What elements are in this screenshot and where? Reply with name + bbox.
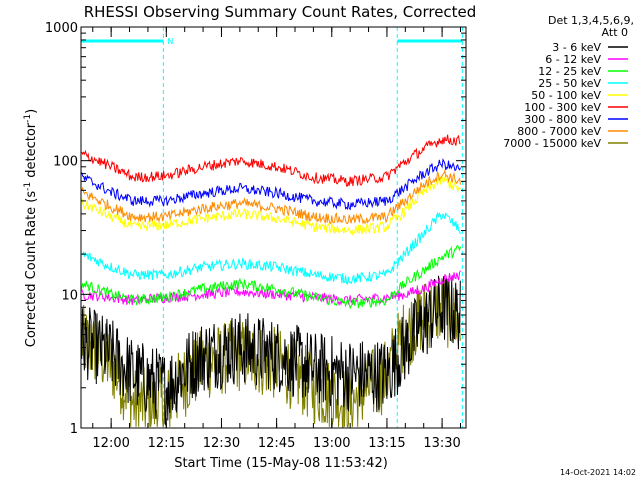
series-line-0 (81, 275, 461, 427)
y-tick-label-3: 1000 (45, 21, 78, 36)
footer-date: 14-Oct-2021 14:02 (560, 468, 636, 477)
y-tick-label-0: 1 (70, 422, 78, 437)
series-line-6 (81, 158, 461, 211)
plot-frame (80, 26, 467, 429)
chart-title: RHESSI Observing Summary Count Rates, Co… (84, 3, 477, 21)
legend-label-6: 300 - 800 keV (524, 113, 601, 126)
y-axis-label-exp2: -1 (23, 114, 33, 123)
legend-header-2: Att 0 (602, 26, 628, 39)
legend-label-2: 12 - 25 keV (538, 65, 601, 78)
legend-label-0: 3 - 6 keV (552, 41, 601, 54)
y-axis-label-mid: detector (24, 122, 39, 182)
series-line-3 (81, 211, 461, 285)
series-line-7 (81, 168, 461, 226)
x-tick-label-5: 13:15 (368, 436, 405, 451)
legend-label-7: 800 - 7000 keV (517, 125, 601, 138)
legend-label-5: 100 - 300 keV (524, 101, 601, 114)
legend-label-3: 25 - 50 keV (538, 77, 601, 90)
legend-label-8: 7000 - 15000 keV (503, 137, 601, 150)
y-axis-label-main: Corrected Count Rate (s (24, 191, 39, 348)
x-tick-label-1: 12:15 (148, 436, 185, 451)
y-tick-label-1: 10 (61, 288, 78, 303)
legend-label-1: 6 - 12 keV (545, 53, 601, 66)
axis-ticks: 1 10 100 1000 12:00 12:15 12:30 12:45 13:00 13:15… (45, 21, 466, 451)
legend-header-1: Det 1,3,4,5,6,9, (548, 14, 634, 27)
data-series (81, 134, 461, 428)
x-tick-label-2: 12:30 (203, 436, 240, 451)
y-axis-label-end: ) (24, 109, 39, 114)
series-line-2 (81, 244, 461, 310)
y-axis-label-exp1: -1 (23, 182, 33, 191)
night-marker-label: N (167, 37, 173, 46)
x-axis-label: Start Time (15-May-08 11:53:42) (174, 456, 388, 471)
legend-label-4: 50 - 100 keV (531, 89, 601, 102)
x-tick-label-0: 12:00 (92, 436, 129, 451)
x-tick-label-3: 12:45 (258, 436, 295, 451)
x-tick-label-4: 13:00 (313, 436, 350, 451)
series-line-4 (81, 174, 461, 236)
series-line-5 (81, 134, 461, 187)
y-tick-label-2: 100 (53, 155, 78, 170)
y-axis-label: Corrected Count Rate (s-1 detector-1) (23, 109, 39, 347)
x-tick-label-6: 13:30 (423, 436, 460, 451)
